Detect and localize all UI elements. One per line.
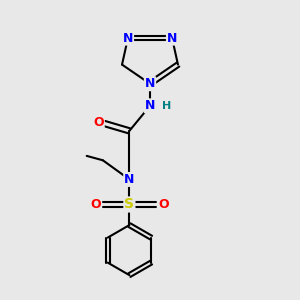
- Text: N: N: [167, 32, 177, 45]
- Text: S: S: [124, 197, 134, 212]
- Text: N: N: [145, 99, 155, 112]
- Text: N: N: [124, 173, 135, 186]
- Text: N: N: [123, 32, 133, 45]
- Text: H: H: [162, 101, 171, 111]
- Text: N: N: [145, 77, 155, 90]
- Text: O: O: [90, 198, 101, 211]
- Text: O: O: [93, 116, 104, 128]
- Text: O: O: [158, 198, 169, 211]
